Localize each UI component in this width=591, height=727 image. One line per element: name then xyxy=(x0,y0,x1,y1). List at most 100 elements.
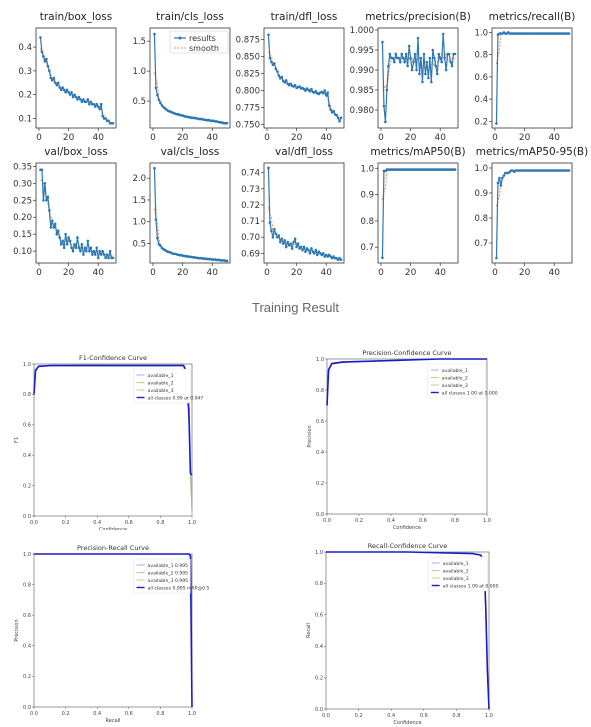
data-point xyxy=(111,121,115,125)
data-point xyxy=(46,195,50,199)
data-point xyxy=(382,104,386,108)
x-tick-label: 0.8 xyxy=(156,520,164,526)
data-point xyxy=(437,52,441,56)
data-point xyxy=(381,256,384,260)
data-point xyxy=(308,89,312,93)
x-tick-label: 20 xyxy=(519,268,531,278)
x-tick-label: 0 xyxy=(378,268,384,278)
data-point xyxy=(49,76,53,80)
data-point xyxy=(304,89,307,92)
data-point xyxy=(95,246,99,250)
data-point xyxy=(321,252,325,255)
data-point xyxy=(59,243,63,246)
y-tick-label: 0.0 xyxy=(315,707,323,713)
data-point xyxy=(327,104,331,107)
data-point xyxy=(74,246,78,250)
data-point xyxy=(430,80,433,84)
data-point xyxy=(416,36,420,40)
y-tick-label: 0.4 xyxy=(315,644,323,650)
data-point xyxy=(52,226,56,229)
x-tick-label: 0.2 xyxy=(62,520,70,526)
series-results xyxy=(153,168,228,262)
x-tick-label: 0.6 xyxy=(125,520,133,526)
data-point xyxy=(418,72,421,76)
data-point xyxy=(42,55,45,58)
data-point xyxy=(85,100,88,104)
x-tick-label: 0 xyxy=(492,268,498,278)
plot-title: metrics/mAP50-95(B) xyxy=(476,146,588,158)
data-point xyxy=(403,60,406,64)
x-tick-label: 20 xyxy=(63,268,75,278)
data-point xyxy=(406,64,409,68)
plot-title: train/box_loss xyxy=(40,11,113,23)
x-tick-label: 0.4 xyxy=(93,711,101,717)
data-point xyxy=(61,86,64,89)
y-tick-label: 1.0 xyxy=(23,362,31,368)
data-point xyxy=(301,248,304,252)
plot-title: val/cls_loss xyxy=(161,146,220,158)
data-point xyxy=(428,56,432,60)
data-point xyxy=(388,52,392,56)
data-point xyxy=(99,253,103,256)
plot-frame xyxy=(491,27,573,129)
data-point xyxy=(40,50,44,54)
data-point xyxy=(498,176,501,180)
y-tick-label: 0.72 xyxy=(241,201,260,211)
data-point xyxy=(267,166,270,170)
y-tick-label: 0.71 xyxy=(241,217,260,227)
legend-label: available_2 0.995 xyxy=(148,570,189,576)
y-tick-label: 0.25 xyxy=(13,196,32,206)
data-point xyxy=(293,237,297,241)
data-point xyxy=(284,245,288,249)
y-tick-label: 0.4 xyxy=(316,450,324,456)
x-axis-label: Recall xyxy=(106,718,121,724)
data-point xyxy=(86,239,90,243)
y-tick-label: 0.800 xyxy=(236,87,260,97)
plot-frame xyxy=(149,162,231,264)
y-tick-label: 0.35 xyxy=(13,162,32,172)
data-point xyxy=(55,83,59,87)
y-tick-label: 0.30 xyxy=(13,179,32,189)
data-point xyxy=(64,232,67,236)
data-point xyxy=(447,52,451,56)
data-point xyxy=(48,209,51,212)
data-point xyxy=(453,52,457,56)
x-tick-label: 0.0 xyxy=(323,518,331,524)
plot-title: train/cls_loss xyxy=(156,11,224,23)
x-tick-label: 20 xyxy=(63,133,75,143)
data-point xyxy=(154,86,158,90)
data-point xyxy=(56,229,60,233)
data-point xyxy=(332,109,335,113)
metric-plot: val/box_loss 0 20 40 0.10 0.15 0.20 0.25 0.30 0.3… xyxy=(13,146,117,278)
y-tick-label: 0.15 xyxy=(13,230,32,240)
y-tick-label: 0.985 xyxy=(350,86,374,96)
data-point xyxy=(62,88,66,92)
y-tick-label: 0.4 xyxy=(23,644,31,650)
y-tick-label: 0.1 xyxy=(18,114,32,124)
y-tick-label: 1.0 xyxy=(132,218,146,228)
x-tick-label: 40 xyxy=(434,268,446,278)
data-point xyxy=(419,56,423,60)
x-tick-label: 1.0 xyxy=(188,711,196,717)
x-tick-label: 0.6 xyxy=(125,711,133,717)
data-point xyxy=(88,249,91,253)
y-tick-label: 0.6 xyxy=(474,73,488,83)
data-point xyxy=(278,240,282,244)
data-point xyxy=(431,48,435,52)
legend-label-results: results xyxy=(189,34,216,43)
data-point xyxy=(495,122,498,125)
data-point xyxy=(101,249,104,253)
legend-marker-results xyxy=(178,36,182,40)
y-tick-label: 0.8 xyxy=(360,217,374,227)
plot-frame xyxy=(377,27,459,129)
data-point xyxy=(273,62,276,65)
data-point xyxy=(104,256,107,260)
curve-title: Precision-Recall Curve xyxy=(77,544,149,552)
y-tick-label: 0.6 xyxy=(23,423,31,429)
y-axis-label: Precision xyxy=(307,425,313,447)
data-point xyxy=(43,60,47,63)
data-point xyxy=(71,95,75,99)
x-tick-label: 0 xyxy=(264,133,270,143)
y-tick-label: 0.2 xyxy=(474,117,488,127)
legend-label: all classes 1.00 at 0.000 xyxy=(443,583,499,589)
